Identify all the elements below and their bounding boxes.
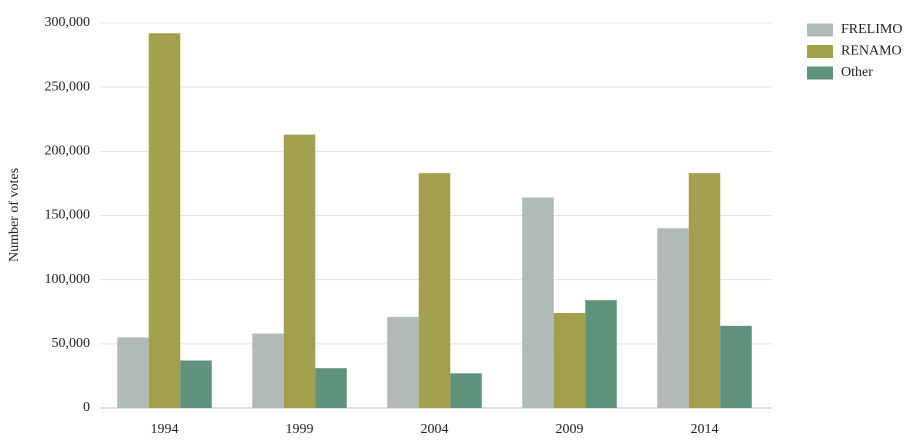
legend-swatch bbox=[807, 23, 833, 37]
y-tick-label: 150,000 bbox=[45, 208, 91, 223]
bar bbox=[252, 333, 284, 408]
x-tick-label: 1994 bbox=[151, 422, 179, 437]
bar bbox=[148, 33, 181, 409]
bar bbox=[585, 300, 617, 408]
bar bbox=[418, 173, 451, 408]
y-axis-label: Number of votes bbox=[7, 168, 22, 262]
y-tick-label: 300,000 bbox=[45, 15, 91, 30]
y-tick-label: 250,000 bbox=[45, 79, 91, 94]
bar bbox=[283, 134, 316, 408]
legend-label: RENAMO bbox=[841, 44, 902, 59]
y-tick-label: 0 bbox=[83, 400, 90, 415]
x-tick-label: 2009 bbox=[556, 422, 584, 437]
bar bbox=[522, 197, 554, 408]
bar bbox=[657, 228, 689, 408]
x-tick-label: 2014 bbox=[691, 422, 719, 437]
legend-swatch bbox=[807, 66, 833, 80]
x-tick-label: 2004 bbox=[421, 422, 449, 437]
y-tick-label: 50,000 bbox=[52, 336, 91, 351]
bar bbox=[553, 313, 586, 408]
bar bbox=[315, 368, 347, 408]
x-tick-label: 1999 bbox=[286, 422, 314, 437]
legend-label: FRELIMO bbox=[841, 22, 902, 37]
y-tick-label: 200,000 bbox=[45, 144, 91, 159]
bar bbox=[450, 373, 482, 408]
legend-swatch bbox=[807, 45, 833, 58]
bar bbox=[688, 173, 721, 408]
bar bbox=[387, 316, 419, 408]
legend-label: Other bbox=[841, 65, 873, 80]
y-tick-label: 100,000 bbox=[45, 272, 91, 287]
bar bbox=[117, 337, 149, 408]
bar bbox=[720, 325, 752, 408]
bar bbox=[180, 360, 212, 408]
